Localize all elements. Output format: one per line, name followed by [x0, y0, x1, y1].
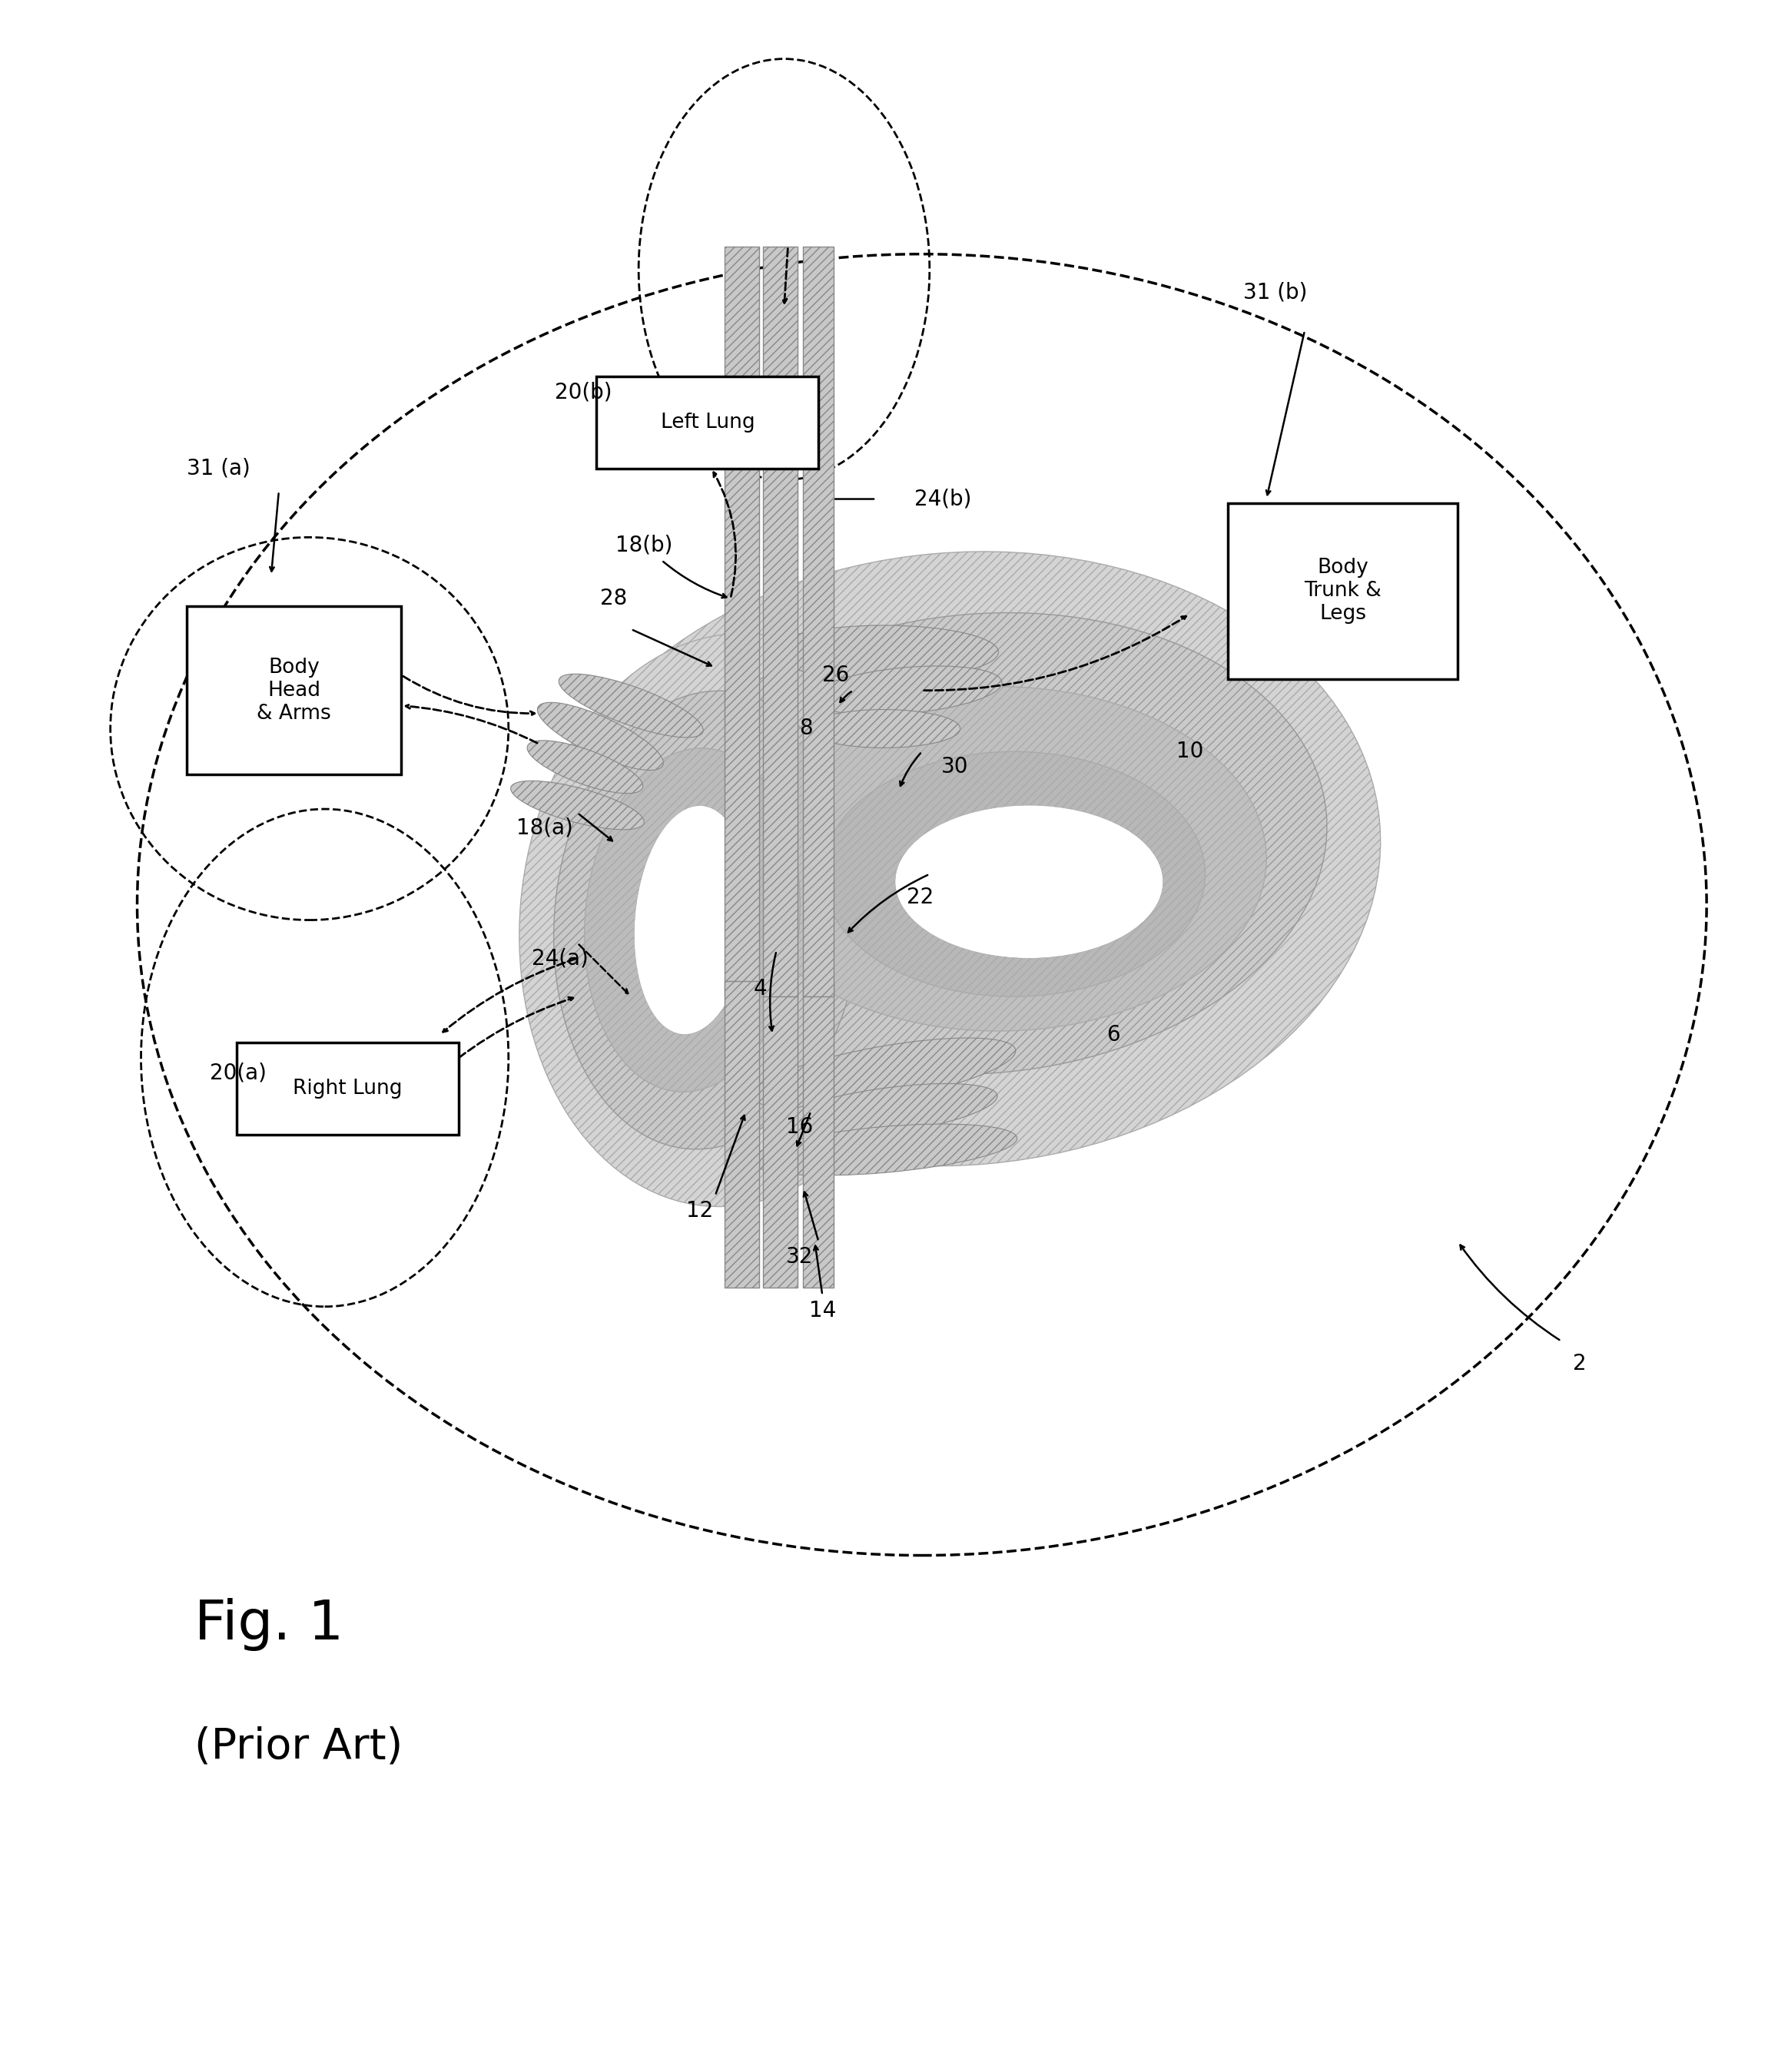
Text: 26: 26: [822, 665, 849, 686]
Ellipse shape: [585, 748, 801, 1092]
Text: Fig. 1: Fig. 1: [194, 1598, 343, 1651]
Text: 22: 22: [907, 887, 934, 908]
Ellipse shape: [751, 1038, 1015, 1109]
Text: 32: 32: [785, 1245, 813, 1268]
Ellipse shape: [539, 551, 1381, 1167]
Ellipse shape: [635, 806, 750, 1034]
Bar: [725, 982, 758, 1287]
Text: Body
Trunk &
Legs: Body Trunk & Legs: [1305, 557, 1381, 624]
Text: (Prior Art): (Prior Art): [194, 1726, 403, 1767]
Ellipse shape: [769, 1084, 997, 1140]
Text: 20(a): 20(a): [210, 1063, 267, 1084]
Bar: [764, 982, 797, 1287]
Text: 31 (a): 31 (a): [187, 458, 251, 479]
FancyBboxPatch shape: [596, 377, 819, 468]
Text: 28: 28: [601, 588, 628, 609]
Ellipse shape: [537, 702, 663, 771]
Ellipse shape: [553, 690, 861, 1150]
Text: 18(b): 18(b): [615, 535, 674, 555]
Text: Right Lung: Right Lung: [293, 1077, 403, 1098]
FancyBboxPatch shape: [187, 607, 401, 775]
Text: 12: 12: [686, 1200, 714, 1222]
Text: 10: 10: [1176, 742, 1204, 762]
Ellipse shape: [511, 781, 644, 829]
Ellipse shape: [750, 1123, 1017, 1175]
Ellipse shape: [527, 740, 644, 794]
Text: 30: 30: [941, 756, 969, 777]
Ellipse shape: [730, 686, 1266, 1032]
Ellipse shape: [806, 709, 960, 748]
Ellipse shape: [640, 613, 1328, 1073]
Text: Left Lung: Left Lung: [661, 412, 755, 433]
Bar: [803, 247, 834, 997]
Bar: [803, 982, 834, 1287]
Text: 31 (b): 31 (b): [1243, 282, 1308, 303]
FancyBboxPatch shape: [237, 1042, 458, 1133]
Text: 18(a): 18(a): [516, 818, 573, 839]
Text: 24(b): 24(b): [914, 489, 971, 510]
Text: 20(b): 20(b): [555, 381, 612, 402]
Text: 4: 4: [753, 978, 767, 999]
FancyBboxPatch shape: [1229, 503, 1459, 680]
Ellipse shape: [520, 634, 942, 1206]
Bar: [764, 247, 797, 997]
Text: 24(a): 24(a): [532, 947, 589, 970]
Ellipse shape: [812, 665, 1002, 715]
Text: 6: 6: [1107, 1024, 1121, 1046]
Text: 16: 16: [785, 1117, 813, 1138]
Bar: [725, 247, 758, 997]
Text: Body
Head
& Arms: Body Head & Arms: [256, 657, 331, 723]
Text: 2: 2: [1574, 1353, 1586, 1374]
Ellipse shape: [895, 806, 1163, 959]
Ellipse shape: [822, 752, 1206, 997]
Text: 14: 14: [808, 1299, 836, 1322]
Ellipse shape: [769, 626, 999, 680]
Text: 8: 8: [799, 717, 813, 740]
Ellipse shape: [559, 673, 704, 738]
